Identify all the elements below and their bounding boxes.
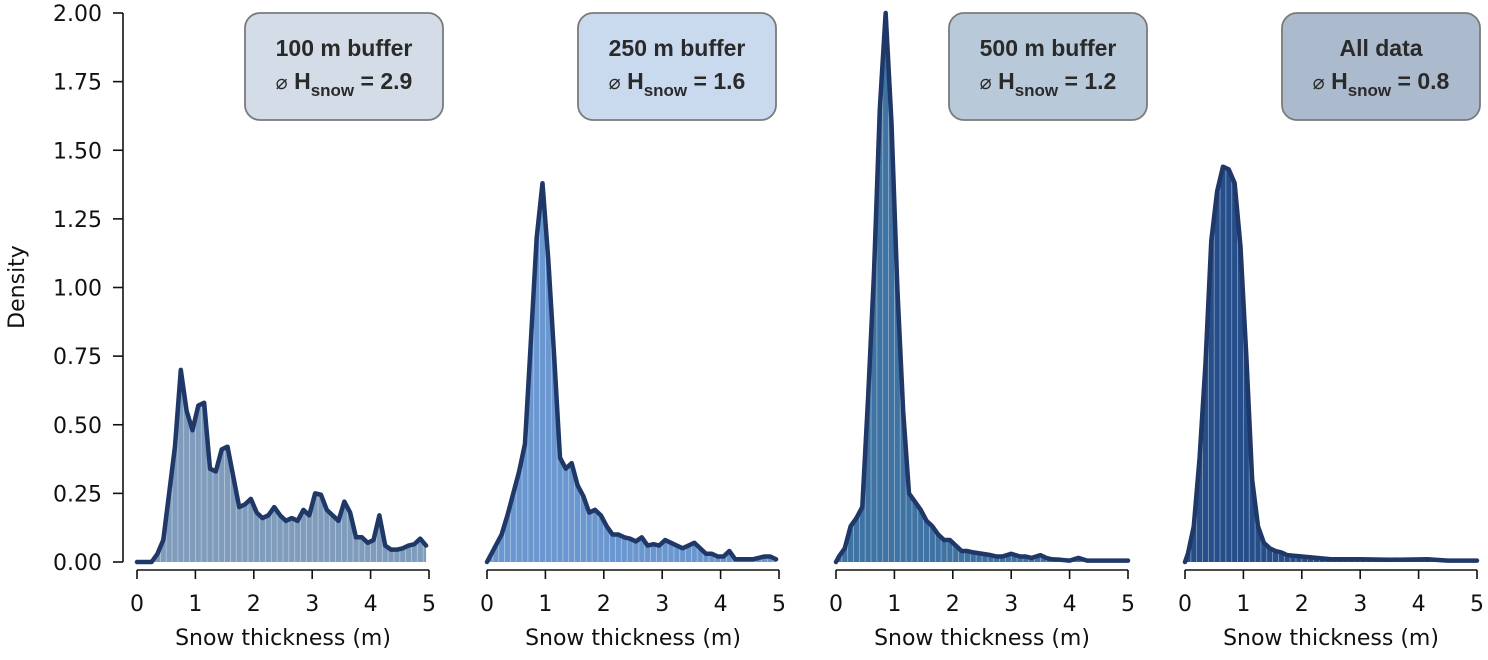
y-tick-label: 0.50	[53, 414, 102, 439]
diameter-symbol: ⌀	[980, 72, 992, 94]
density-line	[484, 180, 779, 565]
x-tick-label: 1	[887, 592, 901, 617]
annotation-box-bg	[244, 12, 444, 121]
annotation-box: 250 m buffer ⌀ Hsnow = 1.6	[577, 12, 777, 121]
panel-3: 0 1 2 3 4 5 Snow thickness (m) 500 m buffer ⌀ Hs…	[829, 10, 1148, 651]
x-tick-label: 3	[1353, 592, 1367, 617]
panel-2: 0 1 2 3 4 5 Snow thickness (m) 250 m buffer ⌀ Hs…	[480, 12, 786, 651]
y-tick-label: 0.75	[53, 345, 102, 370]
mean-subscript: snow	[311, 81, 355, 100]
y-axis: 0.00 0.25 0.50 0.75 1.00 1.25 1.50 1.75 2.00	[53, 2, 124, 576]
panel-title: All data	[1339, 35, 1422, 61]
annotation-box-bg	[1281, 12, 1481, 121]
annotation-box-bg	[577, 12, 777, 121]
x-tick-label: 0	[1178, 592, 1192, 617]
density-line	[1182, 164, 1480, 565]
y-tick-label: 1.00	[53, 277, 102, 302]
x-tick-label: 5	[422, 592, 436, 617]
density-fill	[1185, 166, 1477, 562]
annotation-box: 500 m buffer ⌀ Hsnow = 1.2	[948, 12, 1148, 121]
panel-1: 0 1 2 3 4 5 Snow thickness (m) 100 m buffer ⌀ Hs…	[130, 12, 444, 651]
x-tick-label: 2	[1295, 592, 1309, 617]
mean-label: H	[294, 68, 311, 94]
x-tick-label: 5	[1470, 592, 1484, 617]
mean-subscript: snow	[644, 81, 688, 100]
x-tick-label: 3	[655, 592, 669, 617]
mean-value: = 0.8	[1398, 68, 1450, 94]
x-tick-label: 3	[305, 592, 319, 617]
mean-annotation: ⌀ Hsnow = 1.2	[980, 68, 1117, 100]
x-axis-label: Snow thickness (m)	[525, 626, 741, 651]
annotation-box: All data ⌀ Hsnow = 0.8	[1281, 12, 1481, 121]
x-tick-label: 3	[1004, 592, 1018, 617]
panels: 0 1 2 3 4 5 Snow thickness (m) 100 m buffer ⌀ Hs…	[130, 10, 1484, 651]
y-tick-label: 0.00	[53, 551, 102, 576]
x-tick-label: 4	[1412, 592, 1426, 617]
x-tick-label: 1	[1236, 592, 1250, 617]
x-axis-label: Snow thickness (m)	[1223, 626, 1439, 651]
density-line	[833, 10, 1131, 565]
mean-annotation: ⌀ Hsnow = 0.8	[1313, 68, 1450, 100]
x-tick-label: 2	[597, 592, 611, 617]
x-tick-label: 5	[1121, 592, 1135, 617]
annotation-box: 100 m buffer ⌀ Hsnow = 2.9	[244, 12, 444, 121]
mean-subscript: snow	[1348, 81, 1392, 100]
density-line	[134, 367, 429, 565]
mean-value: = 1.2	[1065, 68, 1117, 94]
x-tick-label: 4	[1063, 592, 1077, 617]
x-tick-label: 0	[480, 592, 494, 617]
density-fill	[137, 369, 427, 562]
y-tick-label: 1.25	[53, 208, 102, 233]
panel-title: 250 m buffer	[609, 35, 746, 61]
y-tick-label: 1.75	[53, 71, 102, 96]
mean-annotation: ⌀ Hsnow = 2.9	[276, 68, 413, 100]
density-fill	[487, 183, 777, 562]
mean-label: H	[627, 68, 644, 94]
x-tick-label: 1	[538, 592, 552, 617]
annotation-box-bg	[948, 12, 1148, 121]
density-fill	[836, 13, 1128, 562]
diameter-symbol: ⌀	[1313, 72, 1325, 94]
x-tick-label: 5	[772, 592, 786, 617]
diameter-symbol: ⌀	[276, 72, 288, 94]
y-tick-label: 1.50	[53, 139, 102, 164]
y-axis-label: Density	[5, 245, 30, 329]
panel-title: 100 m buffer	[276, 35, 413, 61]
mean-annotation: ⌀ Hsnow = 1.6	[609, 68, 746, 100]
x-tick-label: 0	[130, 592, 144, 617]
mean-label: H	[998, 68, 1015, 94]
y-tick-label: 0.25	[53, 482, 102, 507]
x-tick-label: 4	[714, 592, 728, 617]
x-tick-label: 2	[946, 592, 960, 617]
x-tick-label: 2	[247, 592, 261, 617]
y-tick-label: 2.00	[53, 2, 102, 27]
x-tick-label: 4	[364, 592, 378, 617]
mean-value: = 2.9	[361, 68, 413, 94]
x-axis-label: Snow thickness (m)	[874, 626, 1090, 651]
panel-4: 0 1 2 3 4 5 Snow thickness (m) All data ⌀ Hsnow …	[1178, 12, 1484, 651]
x-tick-label: 1	[188, 592, 202, 617]
panel-title: 500 m buffer	[980, 35, 1117, 61]
mean-subscript: snow	[1015, 81, 1059, 100]
diameter-symbol: ⌀	[609, 72, 621, 94]
x-tick-label: 0	[829, 592, 843, 617]
mean-value: = 1.6	[694, 68, 746, 94]
mean-label: H	[1331, 68, 1348, 94]
x-axis-label: Snow thickness (m)	[175, 626, 391, 651]
